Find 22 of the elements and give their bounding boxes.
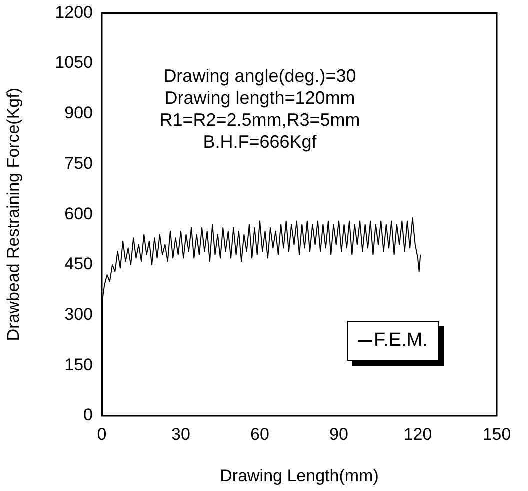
- legend-label: F.E.M.: [374, 330, 428, 352]
- y-tick-label: 450: [64, 254, 93, 274]
- annotation: Drawing length=120mm: [164, 88, 356, 108]
- x-tick-label: 0: [97, 424, 107, 444]
- y-tick-label: 300: [64, 304, 93, 324]
- x-tick-label: 120: [404, 424, 432, 444]
- y-tick-label: 150: [64, 355, 93, 374]
- annotation: R1=R2=2.5mm,R3=5mm: [160, 110, 360, 130]
- y-tick-label: 1050: [55, 53, 93, 72]
- y-axis-title: Drawbead Restraining Force(Kgf): [4, 88, 23, 342]
- x-tick-label: 90: [330, 424, 348, 444]
- x-tick-label: 30: [172, 424, 190, 444]
- x-axis-title: Drawing Length(mm): [220, 466, 379, 486]
- y-tick-label: 0: [84, 406, 93, 425]
- y-tick-label: 600: [64, 204, 93, 224]
- x-tick-label: 150: [482, 424, 512, 444]
- y-tick-label: 1200: [55, 2, 93, 22]
- y-tick-label: 750: [64, 154, 93, 173]
- annotation: B.H.F=666Kgf: [203, 132, 318, 152]
- annotation: Drawing angle(deg.)=30: [164, 66, 356, 86]
- x-tick-label: 60: [250, 424, 270, 444]
- y-tick-label: 900: [64, 104, 93, 123]
